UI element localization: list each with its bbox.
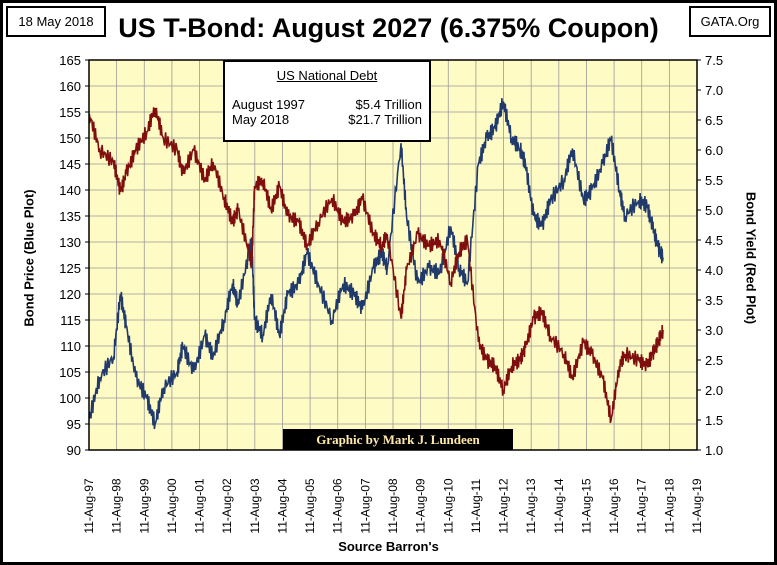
y-tick-label: 100: [59, 391, 81, 406]
x-tick-label: 11-Aug-17: [635, 478, 649, 533]
x-tick-label: 11-Aug-00: [165, 478, 179, 533]
y2-tick-label: 1.5: [705, 413, 723, 428]
y2-tick-label: 7.5: [705, 53, 723, 68]
y-tick-label: 150: [59, 131, 81, 146]
y2-tick-label: 6.0: [705, 143, 723, 158]
credit-banner: Graphic by Mark J. Lundeen: [283, 429, 513, 450]
date-box: 18 May 2018: [6, 6, 106, 37]
y2-tick-label: 2.0: [705, 383, 723, 398]
y-tick-label: 110: [60, 339, 81, 354]
x-tick-label: 11-Aug-14: [552, 478, 566, 533]
legend-row-value: $5.4 Trillion: [355, 97, 422, 112]
x-tick-label: 11-Aug-10: [441, 478, 455, 533]
debt-legend: US National Debt August 1997 $5.4 Trillio…: [223, 60, 431, 142]
x-tick-label: 11-Aug-08: [386, 478, 400, 533]
x-tick-label: 11-Aug-04: [275, 478, 289, 533]
legend-row-value: $21.7 Trillion: [348, 112, 422, 127]
y2-tick-label: 4.5: [705, 233, 723, 248]
y2-tick-label: 3.5: [705, 293, 723, 308]
y-tick-label: 130: [59, 235, 81, 250]
y-tick-label: 160: [59, 79, 81, 94]
y2-tick-label: 6.5: [705, 113, 723, 128]
legend-row: August 1997 $5.4 Trillion: [225, 97, 429, 112]
y-tick-label: 105: [59, 365, 81, 380]
y-tick-label: 140: [59, 183, 81, 198]
y-tick-label: 95: [67, 417, 81, 432]
y-tick-label: 125: [59, 261, 81, 276]
x-tick-label: 11-Aug-11: [469, 479, 483, 534]
x-tick-label: 11-Aug-02: [220, 478, 234, 533]
x-tick-label: 11-Aug-98: [110, 478, 124, 533]
chart-title: US T-Bond: August 2027 (6.375% Coupon): [118, 13, 659, 43]
y-tick-label: 155: [59, 105, 81, 120]
x-axis-label: Source Barron's: [338, 539, 439, 554]
y2-tick-label: 7.0: [705, 83, 723, 98]
x-tick-label: 11-Aug-05: [303, 478, 317, 533]
x-tick-label: 11-Aug-18: [662, 478, 676, 533]
legend-row-label: August 1997: [232, 97, 306, 112]
y2-tick-label: 5.5: [705, 173, 723, 188]
date-label: 18 May 2018: [18, 14, 94, 29]
y2-tick-label: 4.0: [705, 263, 723, 278]
y-tick-label: 135: [59, 209, 81, 224]
y2-tick-label: 5.0: [705, 203, 723, 218]
legend-row-label: May 2018: [232, 112, 290, 127]
x-tick-label: 11-Aug-01: [193, 478, 207, 533]
y-axis-label-right: Bond Yield (Red Plot): [743, 191, 759, 325]
x-tick-label: 11-Aug-19: [690, 478, 704, 533]
x-tick-label: 11-Aug-99: [137, 478, 151, 533]
source-site-label: GATA.Org: [700, 14, 760, 29]
y2-tick-label: 2.5: [705, 353, 723, 368]
x-tick-label: 11-Aug-12: [497, 478, 511, 533]
x-tick-label: 11-Aug-06: [331, 478, 345, 533]
y-axis-label-left: Bond Price (Blue Plot): [21, 189, 37, 327]
x-tick-label: 11-Aug-15: [579, 478, 593, 533]
y2-tick-label: 1.0: [705, 443, 723, 458]
yield-series-line: [88, 107, 664, 424]
y-tick-label: 115: [60, 313, 81, 328]
legend-title: US National Debt: [276, 68, 378, 83]
y-tick-label: 90: [67, 443, 81, 458]
x-tick-label: 11-Aug-03: [248, 478, 262, 533]
x-tick-label: 11-Aug-16: [607, 478, 621, 533]
x-tick-label: 11-Aug-13: [524, 478, 538, 533]
y-tick-label: 145: [59, 157, 81, 172]
y2-tick-label: 3.0: [705, 323, 723, 338]
x-tick-label: 11-Aug-07: [358, 478, 372, 533]
legend-row: May 2018 $21.7 Trillion: [225, 112, 429, 127]
y-tick-label: 165: [59, 53, 81, 68]
source-site-box: GATA.Org: [689, 6, 771, 37]
x-tick-label: 11-Aug-09: [414, 478, 428, 533]
y-tick-label: 120: [59, 287, 81, 302]
x-tick-label: 11-Aug-97: [82, 478, 96, 533]
